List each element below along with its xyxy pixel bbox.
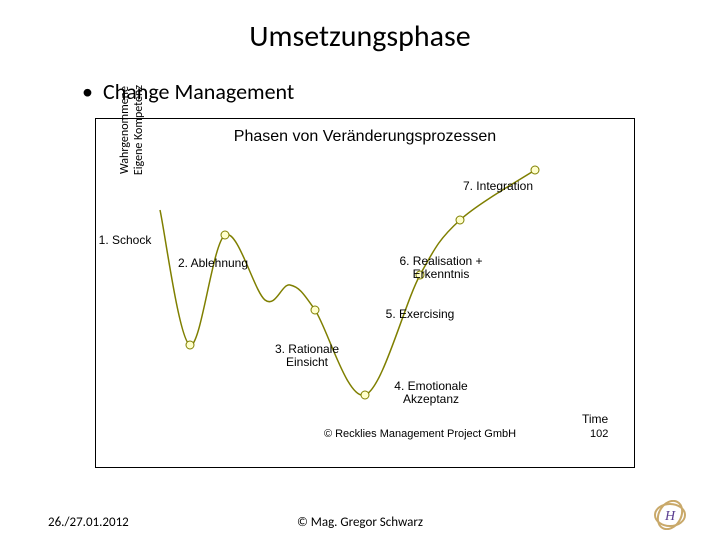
footer-copyright: © Mag. Gregor Schwarz xyxy=(0,515,720,530)
logo-icon: H xyxy=(650,500,690,530)
bullet-line: •Change Management xyxy=(82,78,294,105)
logo: H xyxy=(650,500,690,530)
phase-label-2: 2. Ablehnung xyxy=(163,257,263,270)
y-axis-label-line1: Wahrgenommene xyxy=(118,60,132,200)
curve-marker xyxy=(361,391,369,399)
y-axis-label-line2: Eigene Kompetenz xyxy=(132,60,146,200)
bullet-dot: • xyxy=(82,78,93,105)
phase-label-1: 1. Schock xyxy=(85,234,165,247)
curve-marker xyxy=(221,231,229,239)
svg-text:H: H xyxy=(664,509,676,524)
page-title: Umsetzungsphase xyxy=(0,18,720,55)
curve-marker xyxy=(186,341,194,349)
y-axis-label: Wahrgenommene Eigene Kompetenz xyxy=(118,60,148,200)
change-curve-svg xyxy=(160,160,600,405)
phase-label-7: 7. Integration xyxy=(443,180,553,193)
curve-marker xyxy=(531,166,539,174)
chart-page-number: 102 xyxy=(590,428,608,440)
phase-label-6: 6. Realisation + Erkenntnis xyxy=(381,255,501,281)
chart-credit: © Recklies Management Project GmbH xyxy=(300,428,540,441)
chart-area xyxy=(160,160,600,405)
x-axis-label: Time xyxy=(582,412,608,426)
curve-marker xyxy=(456,216,464,224)
phase-label-4: 4. Emotionale Akzeptanz xyxy=(371,380,491,406)
curve-marker xyxy=(311,306,319,314)
phase-label-5: 5. Exercising xyxy=(365,308,475,321)
phase-label-3: 3. Rationale Einsicht xyxy=(257,343,357,369)
chart-title: Phasen von Veränderungsprozessen xyxy=(95,128,635,146)
slide: Umsetzungsphase •Change Management Phase… xyxy=(0,0,720,540)
